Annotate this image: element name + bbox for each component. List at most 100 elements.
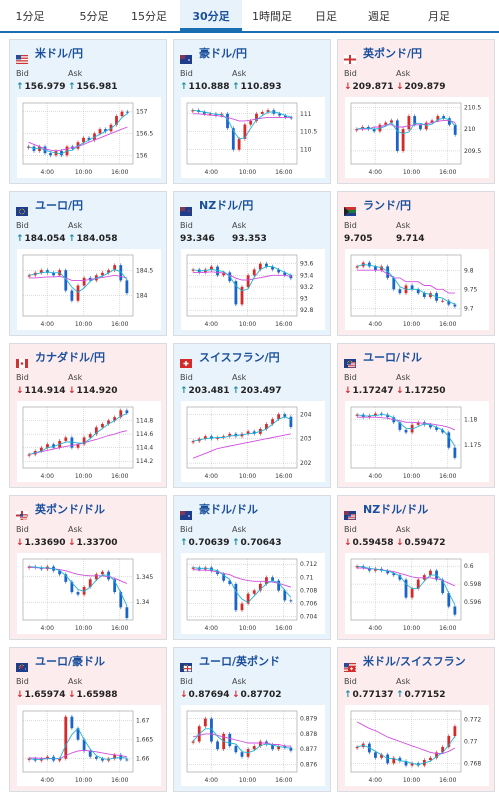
rate-card[interactable]: スイスフラン/円 Bid Ask ↑203.481 ↑203.497 4:00 10:00 1…	[173, 343, 331, 488]
price-chart[interactable]: 4:00 10:00 16:00 111 110.5 110	[181, 97, 325, 178]
price-chart[interactable]: 4:00 10:00 16:00 0.6 0.598 0.596	[345, 553, 489, 634]
pair-header[interactable]: ユーロ/豪ドル	[16, 653, 106, 672]
price-chart[interactable]: 4:00 10:00 16:00 114.8 114.6 114.4 114.2	[17, 401, 161, 482]
pair-name[interactable]: ユーロ/円	[35, 199, 84, 212]
candle-body	[447, 736, 451, 747]
ma-short-line	[356, 264, 456, 305]
price-chart[interactable]: 4:00 10:00 16:00 157 156.5 156	[17, 97, 161, 178]
pair-name[interactable]: 英ポンド/円	[363, 47, 423, 60]
pair-name[interactable]: カナダドル/円	[35, 351, 106, 364]
candle-body	[88, 751, 92, 757]
pair-name[interactable]: NZドル/ドル	[363, 503, 429, 516]
pair-header[interactable]: ユーロ/円	[16, 197, 84, 216]
tab-5[interactable]: 1時間足	[252, 10, 292, 23]
bid-label: Bid	[16, 525, 29, 534]
candle-body	[58, 758, 62, 761]
rate-card[interactable]: ランド/円 Bid Ask 9.705 9.714 4:00 10:00 16:00 9.8 9.…	[337, 191, 495, 336]
candle-body	[76, 592, 80, 595]
bid-value: 9.705	[344, 234, 373, 244]
tab-1[interactable]: 1分足	[15, 10, 45, 23]
pair-header[interactable]: NZドル/円	[180, 197, 254, 216]
price-chart[interactable]: 4:00 10:00 16:00 1.345 1.34	[17, 553, 161, 634]
x-tick-label: 4:00	[40, 321, 54, 328]
rate-card[interactable]: 豪ドル/ドル Bid Ask ↑0.70639 ↑0.70643 4:00 10:00 16:…	[173, 495, 331, 640]
up-arrow-icon: ↑	[180, 538, 188, 548]
price-chart[interactable]: 4:00 10:00 16:00 1.67 1.665 1.66	[17, 705, 161, 786]
pair-name[interactable]: ランド/円	[363, 199, 412, 212]
pair-name[interactable]: 豪ドル/円	[199, 47, 248, 60]
price-chart[interactable]: 4:00 10:00 16:00 0.772 0.77 0.768	[345, 705, 489, 786]
price-chart[interactable]: 4:00 10:00 16:00 0.712 0.71 0.708 0.706 0.704	[181, 553, 325, 634]
rate-card[interactable]: ユーロ/豪ドル Bid Ask ↓1.65974 ↓1.65988 4:00 10:00 16…	[9, 647, 167, 792]
pair-name[interactable]: 米ドル/スイスフラン	[363, 655, 466, 668]
ask-label: Ask	[68, 373, 83, 382]
ask-value: 0.59472	[404, 538, 446, 548]
candle-body	[94, 427, 98, 435]
candle-body	[88, 579, 92, 587]
candle-body	[246, 431, 250, 434]
candle-body	[277, 746, 281, 750]
pair-header[interactable]: 豪ドル/ドル	[180, 501, 259, 520]
candle-body	[88, 434, 92, 438]
pair-name[interactable]: ユーロ/英ポンド	[199, 655, 281, 668]
ask-price: ↓0.59472	[396, 538, 446, 548]
rate-card[interactable]: ユーロ/ドル Bid Ask ↓1.17247 ↓1.17250 4:00 10:00 16:…	[337, 343, 495, 488]
x-tick-label: 10:00	[239, 473, 256, 480]
tab-7[interactable]: 週足	[368, 10, 390, 23]
pair-name[interactable]: 豪ドル/ドル	[199, 503, 259, 516]
pair-name[interactable]: NZドル/円	[199, 199, 254, 212]
tab-6[interactable]: 日足	[315, 10, 337, 23]
chart-svg: 4:00 10:00 16:00 1.18 1.175	[350, 406, 481, 480]
rate-card[interactable]: ユーロ/円 Bid Ask ↑184.054 ↑184.058 4:00 10:00 16:0…	[9, 191, 167, 336]
pair-header[interactable]: NZドル/ドル	[344, 501, 429, 520]
price-chart[interactable]: 4:00 10:00 16:00 204 203 202	[181, 401, 325, 482]
pair-header[interactable]: スイスフラン/円	[180, 349, 280, 368]
tab-4[interactable]: 30分足	[180, 0, 242, 31]
pair-name[interactable]: ユーロ/豪ドル	[35, 655, 106, 668]
price-chart[interactable]: 4:00 10:00 16:00 9.8 9.75 9.7	[345, 249, 489, 330]
pair-header[interactable]: ユーロ/ドル	[344, 349, 423, 368]
pair-header[interactable]: ユーロ/英ポンド	[180, 653, 281, 672]
plot-frame	[22, 710, 134, 773]
ask-value: 110.893	[240, 82, 282, 92]
price-chart[interactable]: 4:00 10:00 16:00 93.6 93.4 93.2 93 92.8	[181, 249, 325, 330]
tab-8[interactable]: 月足	[428, 10, 450, 23]
rate-card[interactable]: カナダドル/円 Bid Ask ↓114.914 ↓114.920 4:00 10:00 16…	[9, 343, 167, 488]
y-tick-label: 0.6	[464, 563, 474, 570]
flag-icon	[16, 49, 28, 64]
pair-header[interactable]: カナダドル/円	[16, 349, 106, 368]
price-chart[interactable]: 4:00 10:00 16:00 184.5 184	[17, 249, 161, 330]
rate-card[interactable]: 豪ドル/円 Bid Ask ↑110.888 ↑110.893 4:00 10:00 16:0…	[173, 39, 331, 184]
pair-name[interactable]: スイスフラン/円	[199, 351, 280, 364]
ask-label: Ask	[68, 677, 83, 686]
candle-body	[125, 410, 129, 414]
pair-name[interactable]: ユーロ/ドル	[363, 351, 423, 364]
ma-long-line	[356, 119, 456, 130]
pair-header[interactable]: ランド/円	[344, 197, 412, 216]
rate-card[interactable]: 英ポンド/円 Bid Ask ↓209.871 ↓209.879 4:00 10:00 16:…	[337, 39, 495, 184]
tab-2[interactable]: 5分足	[79, 10, 109, 23]
x-tick-label: 10:00	[403, 777, 420, 784]
candle-body	[101, 423, 104, 428]
pair-name[interactable]: 英ポンド/ドル	[35, 503, 106, 516]
ask-label: Ask	[396, 677, 411, 686]
price-chart[interactable]: 4:00 10:00 16:00 0.879 0.878 0.877 0.876	[181, 705, 325, 786]
y-tick-label: 156.5	[136, 131, 153, 138]
rate-card[interactable]: NZドル/円 Bid Ask 93.346 93.353 4:00 10:00 16:00 93…	[173, 191, 331, 336]
pair-header[interactable]: 英ポンド/円	[344, 45, 423, 64]
rate-card[interactable]: 英ポンド/ドル Bid Ask ↓1.33690 ↓1.33700 4:00 10:00 16…	[9, 495, 167, 640]
pair-header[interactable]: 英ポンド/ドル	[16, 501, 106, 520]
rate-card[interactable]: ユーロ/英ポンド Bid Ask ↓0.87694 ↓0.87702 4:00 10:00 1…	[173, 647, 331, 792]
tab-3[interactable]: 15分足	[131, 10, 167, 23]
price-chart[interactable]: 4:00 10:00 16:00 1.18 1.175	[345, 401, 489, 482]
pair-name[interactable]: 米ドル/円	[35, 47, 84, 60]
rate-card[interactable]: 米ドル/円 Bid Ask ↑156.979 ↑156.981 4:00 10:00 16:0…	[9, 39, 167, 184]
pair-header[interactable]: 豪ドル/円	[180, 45, 248, 64]
y-tick-label: 114.4	[136, 445, 153, 452]
price-chart[interactable]: 4:00 10:00 16:00 210.5 210 209.5	[345, 97, 489, 178]
candle-body	[413, 116, 417, 125]
rate-card[interactable]: 米ドル/スイスフラン Bid Ask ↑0.77137 ↑0.77152 4:00 10:0…	[337, 647, 495, 792]
rate-card[interactable]: NZドル/ドル Bid Ask ↓0.59458 ↓0.59472 4:00 10:00 16…	[337, 495, 495, 640]
pair-header[interactable]: 米ドル/スイスフラン	[344, 653, 466, 672]
pair-header[interactable]: 米ドル/円	[16, 45, 84, 64]
